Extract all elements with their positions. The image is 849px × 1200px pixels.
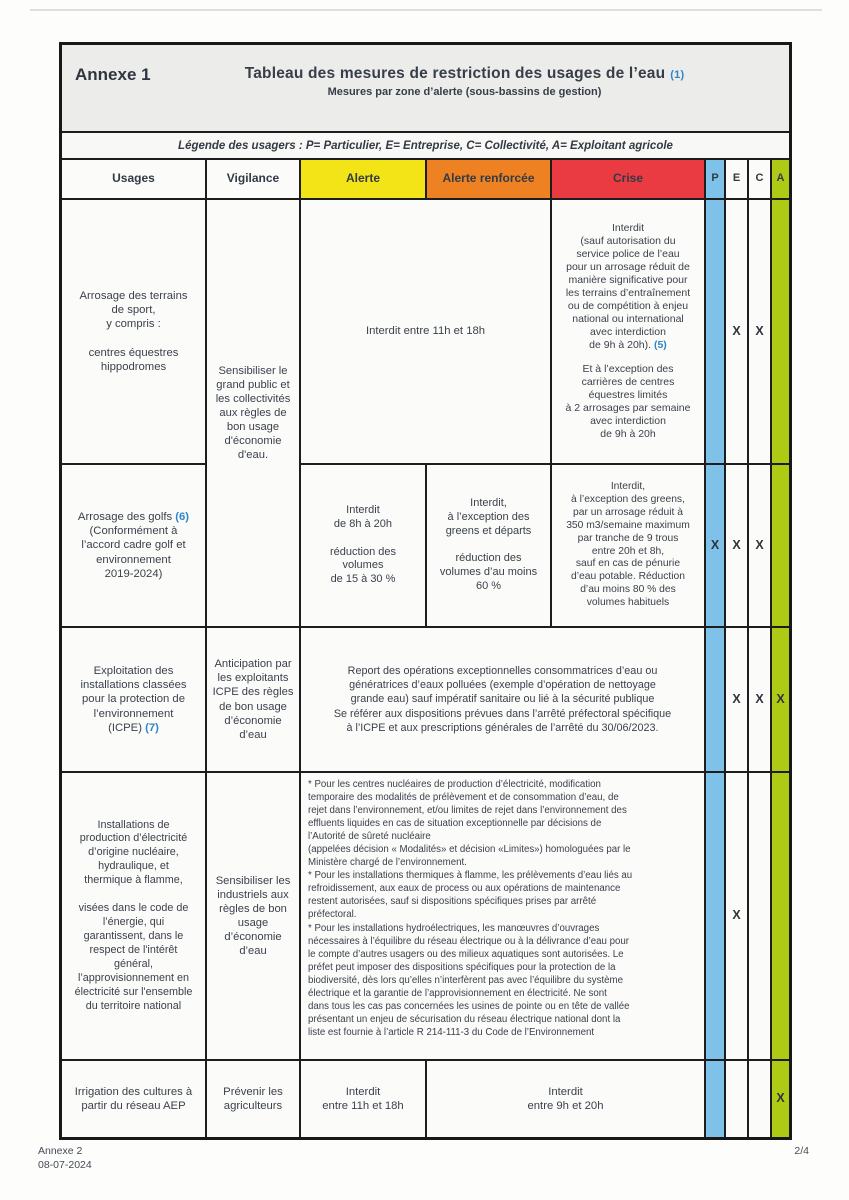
mark-cell-irrigation-c (749, 1061, 772, 1137)
mark-cell-golf-a (772, 465, 789, 628)
usage-icpe-text: Exploitation des installations classées … (80, 664, 187, 734)
crise-footnote-ref: (5) (653, 339, 667, 352)
title-block: Tableau des mesures de restriction des u… (210, 65, 789, 98)
mark-cell-electricite-p (706, 773, 726, 1061)
mark-cell-golf-e: X (726, 465, 749, 628)
restriction-cell-electricite: * Pour les centres nucléaires de product… (301, 773, 706, 1061)
usage-cell-sport: Arrosage des terrains de sport, y compri… (62, 200, 207, 465)
mark-cell-electricite-c (749, 773, 772, 1061)
restrictions-table: Usages Vigilance Alerte Alerte renforcée… (62, 160, 789, 1137)
header-alerte: Alerte (301, 160, 427, 200)
vigilance-cell-icpe: Anticipation par les exploitants ICPE de… (207, 628, 301, 773)
title-bar: Annexe 1 Tableau des mesures de restrict… (62, 45, 789, 133)
header-user-a: A (772, 160, 789, 200)
header-user-e: E (726, 160, 749, 200)
header-vigilance: Vigilance (207, 160, 301, 200)
header-user-p: P (706, 160, 726, 200)
usage-cell-golf: Arrosage des golfs (6) (Conformément à l… (62, 465, 207, 628)
annexe-label: Annexe 1 (75, 65, 151, 84)
mark-cell-icpe-a: X (772, 628, 789, 773)
vigilance-cell-electricite: Sensibiliser les industriels aux règles … (207, 773, 301, 1061)
header-crise: Crise (552, 160, 706, 200)
mark-cell-electricite-a (772, 773, 789, 1061)
footer-annexe-info: Annexe 2 08-07-2024 (38, 1144, 92, 1172)
usage-golf-detail: (Conformément à l’accord cadre golf et e… (81, 525, 186, 580)
usage-golf-title: Arrosage des golfs (6) (77, 510, 190, 523)
page-title-line: Tableau des mesures de restriction des u… (210, 65, 719, 83)
mark-cell-sport-c: X (749, 200, 772, 465)
page-subtitle: Mesures par zone d’alerte (sous-bassins … (327, 86, 602, 98)
alerte-cell-irrigation: Interdit entre 11h et 18h (301, 1061, 427, 1137)
vigilance-cell-irrigation: Prévenir les agriculteurs (207, 1061, 301, 1137)
mark-cell-sport-p (706, 200, 726, 465)
usage-cell-electricite: Installations de production d’électricit… (62, 773, 207, 1061)
icpe-footnote-ref: (7) (145, 721, 159, 734)
mark-cell-icpe-c: X (749, 628, 772, 773)
mark-cell-sport-a (772, 200, 789, 465)
mark-cell-golf-c: X (749, 465, 772, 628)
mark-cell-irrigation-a: X (772, 1061, 789, 1137)
mark-cell-electricite-e: X (726, 773, 749, 1061)
alerte-renforcee-cell-golf: Interdit, à l’exception des greens et dé… (427, 465, 552, 628)
crise-cell-sport: Interdit (sauf autorisation du service p… (552, 200, 706, 465)
title-footnote-ref: (1) (670, 69, 685, 81)
header-user-c: C (749, 160, 772, 200)
usage-cell-irrigation: Irrigation des cultures à partir du rése… (62, 1061, 207, 1137)
mark-cell-golf-p: X (706, 465, 726, 628)
golf-footnote-ref: (6) (175, 510, 190, 523)
header-usages: Usages (62, 160, 207, 200)
footer-page-number: 2/4 (794, 1145, 809, 1157)
crise-sport-part2: Et à l’exception des carrières de centre… (565, 363, 691, 441)
mark-cell-icpe-e: X (726, 628, 749, 773)
legend-text: Légende des usagers : P= Particulier, E=… (178, 139, 673, 152)
crise-sport-part1: Interdit (sauf autorisation du service p… (565, 221, 691, 352)
page-title: Tableau des mesures de restriction des u… (244, 65, 666, 82)
header-alerte-renforcee: Alerte renforcée (427, 160, 552, 200)
restriction-cell-icpe: Report des opérations exceptionnelles co… (301, 628, 706, 773)
footer-date: 08-07-2024 (38, 1159, 92, 1172)
document-table: Annexe 1 Tableau des mesures de restrict… (59, 42, 792, 1140)
mark-cell-sport-e: X (726, 200, 749, 465)
crise-cell-golf: Interdit, à l’exception des greens, par … (552, 465, 706, 628)
mark-cell-icpe-p (706, 628, 726, 773)
legend-bar: Légende des usagers : P= Particulier, E=… (62, 133, 789, 160)
mark-cell-irrigation-p (706, 1061, 726, 1137)
crise-cell-irrigation: Interdit entre 9h et 20h (427, 1061, 706, 1137)
alerte-cell-sport: Interdit entre 11h et 18h (301, 200, 552, 465)
scan-page-edge (30, 9, 822, 11)
vigilance-cell-sport-golf: Sensibiliser le grand public et les coll… (207, 200, 301, 628)
alerte-cell-golf: Interdit de 8h à 20h réduction des volum… (301, 465, 427, 628)
usage-cell-icpe: Exploitation des installations classées … (62, 628, 207, 773)
mark-cell-irrigation-e (726, 1061, 749, 1137)
footer-annexe: Annexe 2 (38, 1145, 83, 1157)
